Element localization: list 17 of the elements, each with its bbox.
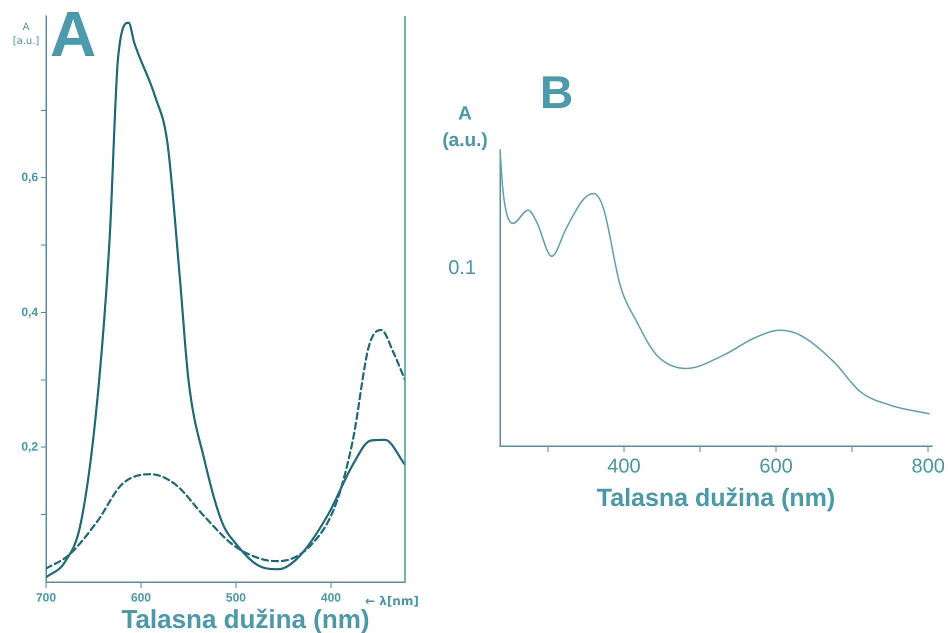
y-tick-label: 0,6 [21, 170, 38, 184]
y-axis-title: A (a.u.) [442, 103, 488, 151]
chart-title: A [50, 0, 96, 70]
chart-title: B [540, 66, 574, 118]
x-tick-label: 400 [607, 456, 641, 478]
text: 0.1 [448, 256, 476, 279]
y-tick-label: 0,4 [21, 304, 38, 319]
y-axis-title: A [a.u.] [12, 22, 40, 47]
x-axis-title: Talasna dužina (nm) [596, 484, 836, 512]
x-tick-label: 600 [759, 456, 793, 478]
x-tick-label: 700 [36, 590, 56, 605]
x-tick-label: 800 [911, 456, 945, 478]
text: ← λ[nm] [365, 594, 419, 608]
y-tick-label: 0,2 [21, 440, 38, 454]
x-tick-label: 600 [130, 590, 152, 605]
x-tick-label: 500 [226, 590, 246, 605]
x-tick-label: 400 [320, 590, 342, 605]
